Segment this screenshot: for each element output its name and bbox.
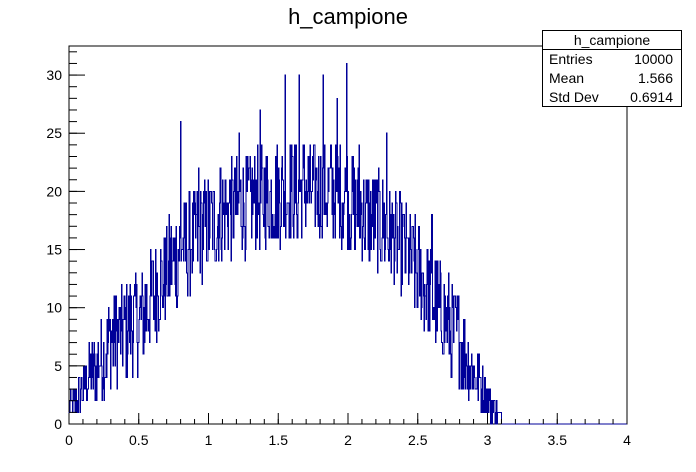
stats-key: Std Dev	[549, 89, 599, 105]
x-tick-label: 2.5	[408, 432, 428, 448]
y-tick-label: 30	[46, 67, 62, 83]
stats-value: 1.566	[637, 70, 673, 86]
y-tick-label: 5	[54, 358, 62, 374]
y-tick-label: 0	[54, 416, 62, 432]
stats-row-mean: Mean 1.566	[543, 69, 681, 88]
x-tick-label: 3.5	[548, 432, 568, 448]
histogram-steps	[68, 62, 627, 425]
stats-key: Entries	[549, 51, 593, 67]
stats-box: h_campione Entries 10000 Mean 1.566 Std …	[542, 30, 682, 107]
x-tick-label: 3	[484, 432, 492, 448]
x-tick-label: 0	[65, 432, 73, 448]
stats-row-entries: Entries 10000	[543, 50, 681, 69]
stats-box-title: h_campione	[543, 31, 681, 50]
stats-row-stddev: Std Dev 0.6914	[543, 88, 681, 107]
stats-value: 10000	[634, 51, 673, 67]
y-tick-label: 25	[46, 125, 62, 141]
y-tick-label: 10	[46, 300, 62, 316]
x-tick-label: 1.5	[269, 432, 289, 448]
x-tick-label: 4	[623, 432, 631, 448]
y-tick-label: 20	[46, 183, 62, 199]
axes: 0 0.5 1 1.5 2 2.5 3 3.5 4 0 5 10 15 20 25 30	[46, 51, 631, 448]
chart-title: h_campione	[288, 4, 408, 29]
x-tick-label: 1	[205, 432, 213, 448]
histogram-bars	[68, 62, 627, 425]
x-tick-label: 0.5	[129, 432, 149, 448]
stats-key: Mean	[549, 70, 585, 86]
stats-value: 0.6914	[630, 89, 673, 105]
x-tick-label: 2	[344, 432, 352, 448]
y-tick-label: 15	[46, 242, 62, 258]
